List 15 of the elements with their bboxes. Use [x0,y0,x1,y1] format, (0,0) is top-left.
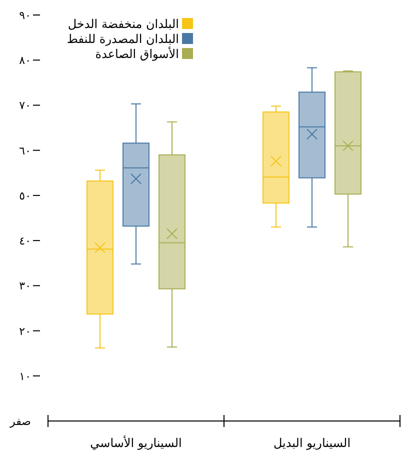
y-tick-label: ٦٠ [19,144,31,158]
y-tick-label: ٣٠ [19,280,31,293]
y-tick-label: ٩٠ [19,9,31,22]
y-tick-label: ٥٠ [19,189,31,202]
y-tick-label: ١٠ [19,370,31,383]
legend-label: البلدان المصدرة للنفط [66,32,179,46]
legend-label: البلدان منخفضة الدخل [68,17,179,31]
y-tick-label: ٢٠ [19,324,31,338]
y-tick-label: صفر [9,415,31,428]
x-tick-label: السيناريو البديل [273,436,351,450]
y-tick-label: ٤٠ [19,234,31,248]
y-tick-label: ٨٠ [19,54,31,68]
y-tick-label: ٧٠ [19,99,31,112]
x-tick-label: السيناريو الأساسي [90,435,182,450]
legend-label: الأسواق الصاعدة [95,46,179,61]
